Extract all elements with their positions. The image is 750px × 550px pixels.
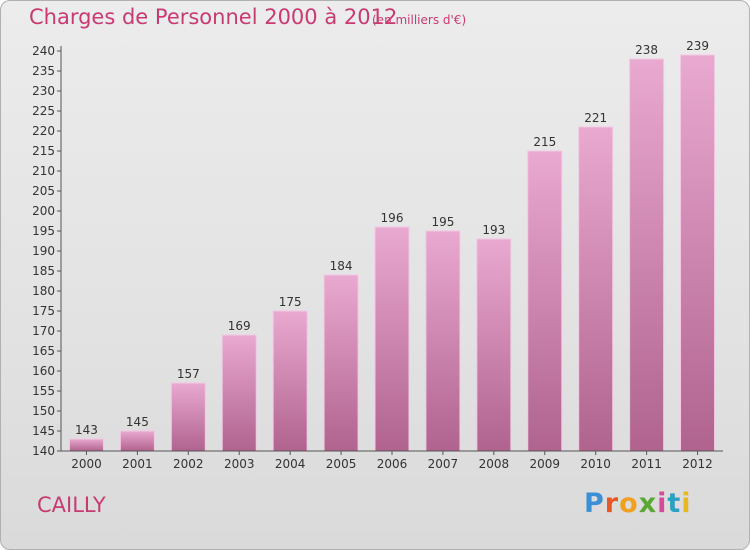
chart-title: Charges de Personnel 2000 à 2012 (29, 5, 398, 29)
y-tick-label: 145 (32, 424, 55, 438)
y-tick-label: 150 (32, 404, 55, 418)
y-tick-label: 185 (32, 264, 55, 278)
y-tick-label: 215 (32, 144, 55, 158)
y-tick-label: 220 (32, 124, 55, 138)
x-tick-label: 2012 (682, 457, 713, 471)
bar-value-label: 239 (686, 39, 709, 53)
y-tick-label: 210 (32, 164, 55, 178)
bar-2002 (170, 382, 206, 452)
x-tick-label: 2010 (580, 457, 611, 471)
bar-value-label: 184 (330, 259, 353, 273)
commune-name: CAILLY (37, 493, 106, 517)
x-tick-label: 2001 (122, 457, 153, 471)
y-tick-label: 155 (32, 384, 55, 398)
x-tick-label: 2005 (326, 457, 357, 471)
y-tick-label: 230 (32, 84, 55, 98)
proxiti-logo: Proxiti (584, 488, 692, 519)
bar-value-label: 195 (431, 215, 454, 229)
x-tick-label: 2011 (631, 457, 662, 471)
x-tick-label: 2007 (428, 457, 459, 471)
bar-value-label: 175 (279, 295, 302, 309)
bar-2001 (119, 430, 155, 452)
y-tick-label: 195 (32, 224, 55, 238)
logo-letter: P (584, 488, 605, 519)
logo-letter: o (619, 488, 639, 519)
bar-value-label: 157 (177, 367, 200, 381)
logo-letter: t (667, 488, 682, 519)
bar-value-label: 215 (533, 135, 556, 149)
y-tick-label: 200 (32, 204, 55, 218)
bar-value-label: 196 (381, 211, 404, 225)
x-tick-label: 2000 (71, 457, 102, 471)
y-tick-label: 235 (32, 64, 55, 78)
bar-2004 (272, 310, 308, 452)
bar-value-label: 193 (482, 223, 505, 237)
bar-2006 (374, 226, 410, 452)
bar-value-label: 143 (75, 423, 98, 437)
y-tick-label: 205 (32, 184, 55, 198)
bar-2003 (221, 334, 257, 452)
bar-value-label: 238 (635, 43, 658, 57)
y-tick-label: 180 (32, 284, 55, 298)
x-tick-label: 2004 (275, 457, 306, 471)
y-tick-label: 160 (32, 364, 55, 378)
bar-value-label: 169 (228, 319, 251, 333)
y-tick-label: 165 (32, 344, 55, 358)
y-tick-label: 190 (32, 244, 55, 258)
bar-value-label: 221 (584, 111, 607, 125)
bar-value-label: 145 (126, 415, 149, 429)
y-tick-label: 175 (32, 304, 55, 318)
y-tick-label: 225 (32, 104, 55, 118)
y-tick-label: 140 (32, 444, 55, 458)
x-tick-label: 2002 (173, 457, 204, 471)
bar-2008 (476, 238, 512, 452)
x-tick-label: 2009 (529, 457, 560, 471)
bar-2005 (323, 274, 359, 452)
chart-unit: (en milliers d'€) (372, 13, 467, 27)
bar-2007 (425, 230, 461, 452)
x-tick-label: 2006 (377, 457, 408, 471)
logo-letter: i (681, 488, 692, 519)
logo-letter: x (638, 488, 658, 519)
y-tick-label: 240 (32, 44, 55, 58)
bar-2010 (578, 126, 614, 452)
bar-2000 (68, 438, 104, 452)
x-tick-label: 2008 (479, 457, 510, 471)
logo-letter: i (657, 488, 668, 519)
logo-letter: r (604, 488, 620, 519)
bar-2012 (680, 54, 716, 452)
bar-2011 (629, 58, 665, 452)
bar-2009 (527, 150, 563, 452)
x-tick-label: 2003 (224, 457, 255, 471)
y-tick-label: 170 (32, 324, 55, 338)
